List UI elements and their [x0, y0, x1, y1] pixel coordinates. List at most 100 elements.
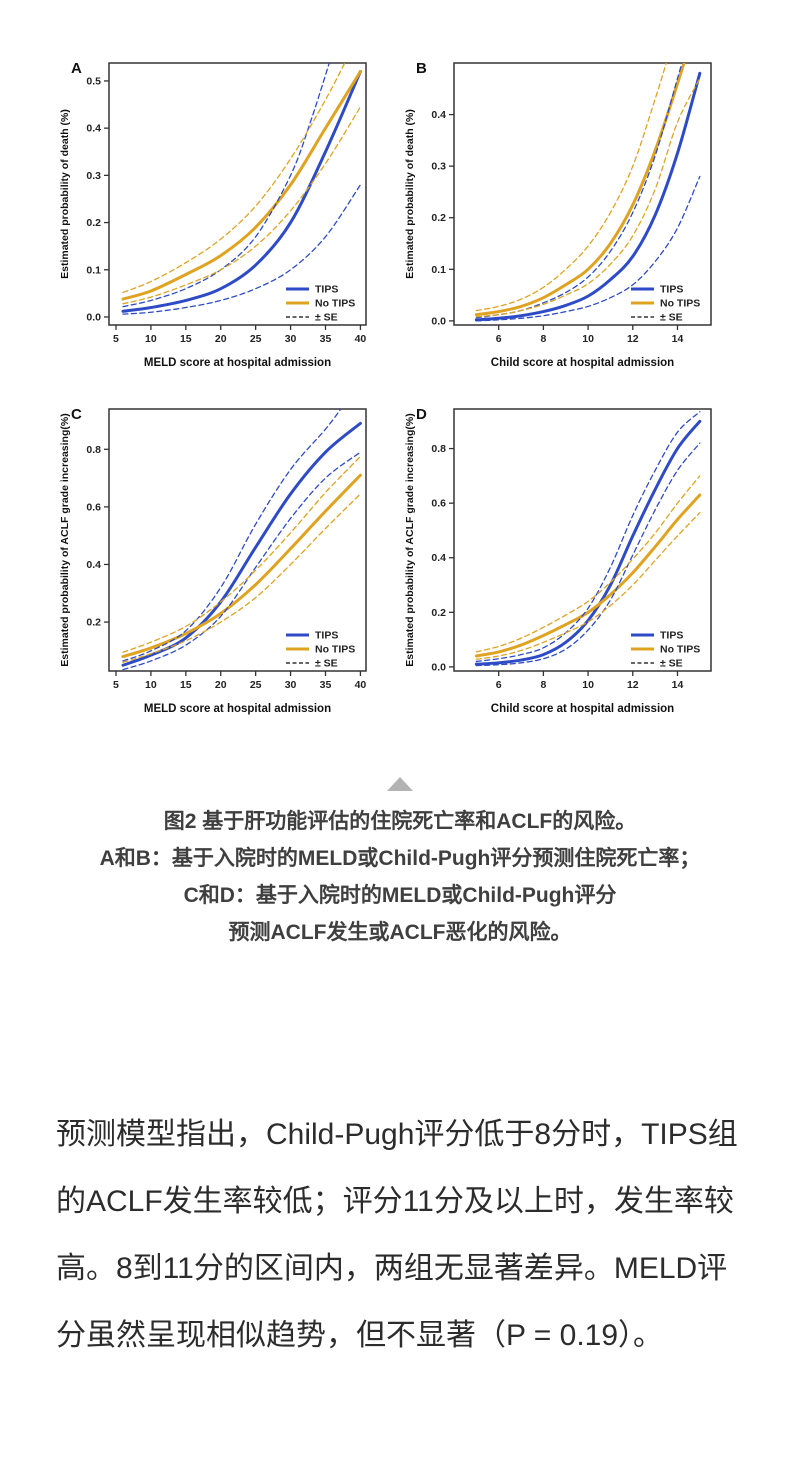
series-no-tips	[121, 69, 362, 301]
series-tips	[121, 69, 362, 313]
x-tick-label: 20	[215, 333, 227, 345]
legend-label-se: ± SE	[660, 312, 683, 324]
panel-letter: C	[71, 406, 82, 423]
caption-line: C和D：基于入院时的MELD或Child-Pugh评分	[183, 884, 617, 907]
y-axis-label: Estimated probability of ACLF grade incr…	[404, 413, 416, 666]
x-tick-label: 12	[627, 333, 639, 345]
y-tick-label: 0.0	[86, 311, 101, 323]
series-tips	[121, 421, 362, 667]
series-no-tips-upper-se	[475, 63, 667, 312]
series-no-tips	[474, 493, 702, 658]
y-tick-label: 0.2	[86, 217, 101, 229]
series-no-tips	[121, 473, 362, 659]
y-tick-label: 0.3	[86, 170, 101, 182]
series-tips-upper-se	[122, 409, 342, 662]
y-tick-label: 0.1	[431, 264, 446, 276]
figure-2: A Estimated probability of death (%) 5 10 15…	[0, 60, 800, 951]
series-tips-upper-se	[475, 411, 701, 663]
x-axis-label: Child score at hospital admission	[491, 357, 674, 369]
caption-line: 预测ACLF发生或ACLF恶化的风险。	[228, 921, 572, 944]
legend-label-se: ± SE	[660, 658, 683, 670]
legend-label-se: ± SE	[315, 312, 338, 324]
y-tick-label: 0.3	[431, 161, 446, 173]
y-tick-label: 0.2	[431, 212, 446, 224]
y-tick-label: 0.8	[431, 443, 446, 455]
x-tick-label: 15	[180, 333, 192, 345]
legend-label-se: ± SE	[315, 658, 338, 670]
x-tick-label: 10	[582, 679, 594, 691]
y-tick-label: 0.0	[431, 315, 446, 327]
y-tick-label: 0.1	[86, 264, 101, 276]
y-tick-label: 0.6	[86, 501, 101, 513]
legend-label-no-tips: No TIPS	[315, 644, 355, 656]
x-tick-label: 20	[215, 679, 227, 691]
x-tick-label: 10	[582, 333, 594, 345]
article-body: 预测模型指出，Child-Pugh评分低于8分时，TIPS组的ACLF发生率较低…	[0, 1101, 800, 1369]
x-axis-label: Child score at hospital admission	[491, 703, 674, 715]
legend-label-tips: TIPS	[660, 284, 683, 296]
x-tick-label: 6	[496, 333, 502, 345]
y-tick-label: 0.5	[86, 75, 101, 87]
series-tips	[474, 419, 702, 666]
series-tips-lower-se	[475, 442, 701, 667]
x-axis-label: MELD score at hospital admission	[144, 357, 331, 369]
y-axis-label: Estimated probability of death (%)	[59, 109, 71, 279]
y-tick-label: 0.2	[86, 617, 101, 629]
x-tick-label: 6	[496, 679, 502, 691]
legend-label-no-tips: No TIPS	[660, 644, 700, 656]
y-tick-label: 0.4	[431, 552, 446, 564]
x-tick-label: 15	[180, 679, 192, 691]
x-tick-label: 5	[113, 679, 119, 691]
y-axis-label: Estimated probability of death (%)	[404, 109, 416, 279]
series-no-tips-lower-se	[475, 512, 701, 660]
panel-letter: B	[416, 60, 427, 77]
x-tick-label: 12	[627, 679, 639, 691]
series-no-tips-upper-se	[475, 475, 701, 653]
x-tick-label: 35	[320, 333, 332, 345]
y-tick-label: 0.2	[431, 607, 446, 619]
body-paragraph: 预测模型指出，Child-Pugh评分低于8分时，TIPS组的ACLF发生率较低…	[56, 1118, 738, 1352]
triangle-up-icon	[387, 777, 413, 791]
legend-label-no-tips: No TIPS	[315, 298, 355, 310]
panel-letter: D	[416, 406, 427, 423]
chart-panel-b: B Estimated probability of death (%) 6 8 10 1…	[404, 60, 712, 369]
series-tips-lower-se	[122, 184, 362, 315]
series-tips-lower-se	[122, 451, 362, 671]
plot-frame	[108, 408, 367, 672]
x-tick-label: 25	[250, 333, 262, 345]
series-no-tips-lower-se	[122, 493, 362, 664]
series-no-tips-upper-se	[122, 455, 362, 653]
x-tick-label: 40	[355, 679, 367, 691]
y-tick-label: 0.0	[431, 661, 446, 673]
series-no-tips-lower-se	[475, 77, 701, 318]
chart-panel-a: A Estimated probability of death (%) 5 10 15…	[59, 60, 367, 369]
legend-label-tips: TIPS	[315, 630, 338, 642]
legend-label-tips: TIPS	[315, 284, 338, 296]
series-tips-upper-se	[122, 63, 330, 308]
x-tick-label: 30	[285, 333, 297, 345]
legend-label-tips: TIPS	[660, 630, 683, 642]
y-tick-label: 0.4	[431, 109, 446, 121]
series-tips-lower-se	[475, 175, 701, 322]
x-tick-label: 40	[355, 333, 367, 345]
series-no-tips	[474, 63, 686, 317]
plot-frame	[453, 408, 712, 672]
plot-frame	[108, 62, 367, 326]
x-tick-label: 10	[145, 679, 157, 691]
x-tick-label: 10	[145, 333, 157, 345]
x-axis-label: MELD score at hospital admission	[144, 703, 331, 715]
x-tick-label: 8	[540, 679, 546, 691]
y-tick-label: 0.4	[86, 123, 101, 135]
y-tick-label: 0.8	[86, 444, 101, 456]
x-tick-label: 5	[113, 333, 119, 345]
legend-label-no-tips: No TIPS	[660, 298, 700, 310]
panel-letter: A	[71, 60, 82, 77]
series-no-tips-upper-se	[122, 63, 346, 294]
plot-frame	[453, 62, 712, 326]
y-tick-label: 0.6	[431, 498, 446, 510]
x-tick-label: 8	[540, 333, 546, 345]
figure-caption: 图2 基于肝功能评估的住院死亡率和ACLF的风险。 A和B：基于入院时的MELD…	[0, 803, 800, 951]
